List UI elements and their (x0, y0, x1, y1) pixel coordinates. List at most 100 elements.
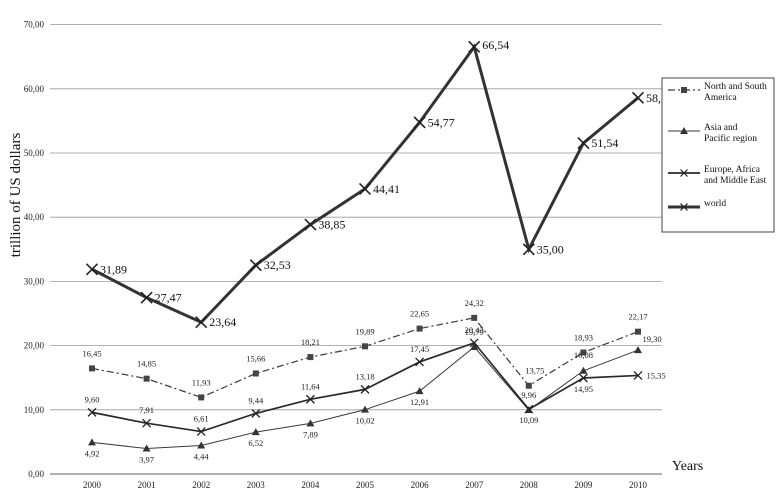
data-label: 14,85 (137, 359, 156, 369)
marker-stroke (304, 218, 317, 231)
legend-label: and Middle East (704, 176, 767, 186)
x-tick-label: 2002 (192, 480, 210, 490)
data-point (306, 419, 315, 427)
data-point (252, 370, 259, 377)
data-point (681, 87, 687, 93)
data-point (358, 182, 372, 195)
data-point (361, 405, 369, 413)
legend-label: Europe, Africa (704, 164, 761, 175)
data-point (251, 408, 261, 418)
x-tick-label: 2010 (629, 480, 648, 490)
marker-stroke (468, 40, 481, 53)
data-point (680, 169, 688, 177)
data-point (577, 137, 590, 150)
y-tick-label: 50,00 (24, 148, 45, 158)
series-3 (87, 338, 643, 437)
marker-stroke (633, 370, 643, 380)
marker-stroke (140, 291, 153, 304)
marker-stroke (631, 91, 645, 104)
data-label: 6,61 (194, 414, 209, 424)
data-point (524, 404, 534, 414)
data-label: 38,85 (318, 218, 345, 232)
marker-stroke (680, 203, 688, 211)
data-label: 10,02 (355, 416, 374, 426)
data-point (468, 40, 481, 53)
y-tick-label: 20,00 (24, 341, 45, 351)
legend-label: Pacific region (704, 133, 757, 144)
data-label: 10,09 (519, 415, 538, 425)
data-point (140, 291, 153, 304)
y-axis-ticks: 0,00 10,00 20,00 30,00 40,00 50,00 60,00 70,00 (24, 20, 45, 479)
legend-label: Asia and (704, 123, 738, 133)
marker-stroke (360, 384, 370, 394)
data-point (470, 342, 479, 350)
data-point (579, 366, 588, 374)
data-point (195, 316, 208, 329)
data-label: 18,93 (574, 332, 593, 342)
data-label: 16,45 (82, 348, 101, 358)
data-point (525, 382, 532, 389)
y-tick-label: 40,00 (24, 212, 45, 222)
marker-stroke (142, 418, 152, 428)
y-tick-label: 10,00 (24, 405, 45, 415)
data-label: 11,93 (192, 377, 211, 387)
data-label: 51,54 (591, 136, 618, 150)
data-point (87, 407, 97, 417)
data-point (249, 259, 262, 272)
data-point (635, 328, 641, 335)
data-label: 19,89 (355, 326, 374, 336)
data-point (416, 325, 423, 332)
data-label: 12,91 (410, 397, 429, 407)
data-point (631, 91, 645, 104)
data-label: 19,30 (642, 334, 661, 344)
data-point (197, 441, 206, 449)
data-label: 14,95 (574, 384, 593, 394)
x-tick-label: 2007 (465, 480, 484, 490)
data-point (522, 243, 535, 256)
marker-stroke (577, 137, 590, 150)
data-label: 22,65 (410, 309, 429, 319)
x-tick-label: 2006 (411, 480, 430, 490)
y-tick-label: 60,00 (24, 84, 45, 94)
data-label: 32,53 (264, 258, 291, 272)
legend-label: North and South (704, 82, 767, 92)
data-label: 3,97 (139, 455, 154, 465)
data-label: 19,79 (465, 327, 484, 337)
data-label: 17,45 (410, 344, 429, 354)
data-point (469, 338, 479, 348)
data-label: 15,35 (646, 370, 665, 380)
x-tick-label: 2008 (520, 480, 539, 490)
data-label: 18,21 (301, 337, 320, 347)
data-label: 35,00 (537, 242, 564, 256)
x-tick-label: 2009 (574, 480, 593, 490)
data-point (634, 346, 642, 354)
data-label: 27,47 (155, 291, 182, 305)
data-point (360, 384, 370, 394)
marker-stroke (415, 357, 425, 367)
legend-label: world (704, 199, 726, 209)
x-axis-label: Years (672, 459, 703, 474)
series-1 (89, 314, 641, 401)
data-label: 44,41 (373, 182, 400, 196)
data-label: 9,60 (85, 394, 100, 404)
data-label: 15,66 (246, 353, 265, 363)
data-label: 4,44 (194, 451, 210, 461)
data-label: 54,77 (428, 115, 455, 129)
data-point (142, 444, 151, 452)
data-point (362, 343, 368, 350)
data-point (580, 349, 587, 356)
data-label: 9,96 (521, 390, 536, 400)
data-point (304, 218, 317, 231)
data-label: 22,17 (628, 312, 647, 322)
data-point (88, 438, 96, 446)
marker-stroke (87, 407, 97, 417)
data-labels: 16,45 14,85 11,93 15,66 18,21 19,89 22,65 24,32… (82, 38, 667, 465)
data-point (307, 354, 314, 361)
data-label: 31,89 (100, 262, 127, 276)
series-4 (85, 40, 645, 329)
x-tick-label: 2005 (356, 480, 375, 490)
marker-stroke (85, 263, 99, 276)
